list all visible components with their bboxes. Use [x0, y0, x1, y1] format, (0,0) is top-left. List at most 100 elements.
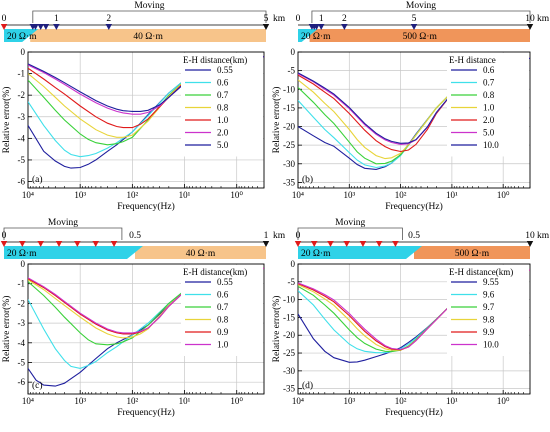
- moving-label: Moving: [406, 1, 436, 11]
- receiver-marker: [32, 24, 39, 30]
- plot-area: 10⁴ 10³ 10² 10¹ 10⁰ 0 -1 -2 -3 -4 -5 -6 Frequency(Hz…: [1, 47, 265, 212]
- receiver-marker: [19, 241, 26, 247]
- y-tick-label: -3: [18, 112, 26, 122]
- x-axis-label: Frequency(Hz): [385, 407, 443, 418]
- y-tick-label: 0: [21, 259, 26, 269]
- legend-entry: 0.7: [217, 302, 229, 312]
- layer-left-block: [298, 29, 318, 42]
- plot-area: 10⁴ 10³ 10² 10¹ 10⁰ 0 -5 -10 -15 -20 -25 -30 -35 Freq…: [271, 259, 531, 418]
- model-diagram: 20 Ω·m 40 Ω·m Moving 0 0.5 1 km: [0, 218, 286, 259]
- scale-unit-label: km: [537, 231, 550, 241]
- receiver-marker: [311, 241, 318, 247]
- scale-label: 2: [342, 14, 347, 24]
- legend: E-H distance(km)0.55 0.6 0.7 0.8 1.0 2.0 5.0: [181, 53, 263, 157]
- plot-area: 10⁴ 10³ 10² 10¹ 10⁰ 0 -5 -10 -15 -20 -25 -30 -35 Freq…: [271, 47, 531, 212]
- y-tick-label: -30: [283, 159, 295, 169]
- receiver-marker: [37, 241, 44, 247]
- x-tick-label: 10²: [127, 396, 139, 406]
- y-tick-label: -20: [283, 122, 295, 132]
- y-tick-label: -5: [18, 155, 26, 165]
- panel-label: (d): [302, 380, 313, 391]
- x-tick-label: 10⁰: [497, 190, 510, 200]
- legend-title: E-H distance(km): [183, 55, 247, 65]
- receiver-marker: [294, 241, 302, 247]
- scale-label: 0: [296, 231, 301, 241]
- x-tick-label: 10¹: [179, 396, 191, 406]
- y-axis-label: Relative error(%): [1, 87, 12, 154]
- model-diagram: 20 Ω·m 500 Ω·m Moving 0 0.5 10 km: [294, 218, 550, 259]
- y-tick-label: -15: [283, 312, 295, 322]
- legend-entry: 10.0: [483, 340, 499, 350]
- layer-right-block: [135, 246, 266, 259]
- receiver-marker: [410, 24, 418, 30]
- panel-c: 20 Ω·m 40 Ω·m Moving 0 0.5 1 km 10⁴ 10³ 10² 10¹ 10⁰…: [0, 218, 286, 418]
- scale-label: 5: [264, 14, 269, 24]
- y-tick-label: -5: [288, 277, 296, 287]
- scale-label: 10: [525, 14, 535, 24]
- plot-frame: [297, 51, 531, 189]
- panel-label: (b): [302, 174, 313, 185]
- y-tick-label: -15: [283, 103, 295, 113]
- receiver-marker: [55, 241, 63, 247]
- y-tick-label: -1: [18, 69, 26, 79]
- x-tick-label: 10³: [343, 190, 355, 200]
- y-tick-label: -5: [288, 66, 296, 76]
- y-tick-label: -5: [18, 357, 26, 367]
- moving-label: Moving: [134, 1, 164, 11]
- receiver-marker: [327, 241, 334, 247]
- y-tick-label: -20: [283, 330, 295, 340]
- legend-title: E-H distance(km): [183, 267, 247, 277]
- x-tick-label: 10⁴: [292, 190, 304, 200]
- legend-entry: 0.8: [483, 90, 495, 100]
- moving-label: Moving: [48, 218, 78, 228]
- panel-a: 20 Ω·m 40 Ω·m Moving 0 1 2 5 km 10⁴ 10³ 10² 10¹ 10⁰ 0…: [0, 1, 286, 212]
- layer-right-label: 40 Ω·m: [186, 249, 216, 259]
- y-tick-label: -10: [283, 84, 295, 94]
- plot-frame: [297, 263, 531, 395]
- x-tick-label: 10⁰: [230, 396, 243, 406]
- y-tick-label: -4: [18, 133, 26, 143]
- x-tick-label: 10¹: [179, 190, 191, 200]
- scale-unit-label: km: [537, 14, 550, 24]
- moving-bracket: [3, 227, 123, 240]
- receiver-marker: [341, 24, 348, 30]
- layer-left-block: [4, 29, 39, 42]
- y-axis-label: Relative error(%): [1, 296, 12, 363]
- scale-label: 10: [525, 231, 535, 241]
- scale-label: 0: [2, 231, 7, 241]
- layer-right-block: [309, 29, 530, 42]
- legend-entry: 0.6: [217, 78, 229, 88]
- layer-right-label: 500 Ω·m: [403, 32, 438, 42]
- receiver-marker: [92, 241, 99, 247]
- y-tick-label: 0: [291, 47, 296, 57]
- receiver-marker: [105, 24, 112, 30]
- receiver-marker: [392, 241, 399, 247]
- x-tick-label: 10⁰: [230, 190, 243, 200]
- y-tick-label: -3: [18, 318, 26, 328]
- scale-label: 0: [2, 14, 7, 24]
- scale-label: 5: [412, 14, 417, 24]
- y-axis-label: Relative error(%): [271, 87, 282, 154]
- layer-right-block: [414, 246, 530, 259]
- moving-label: Moving: [335, 218, 365, 228]
- legend-entry: 2.0: [483, 115, 495, 125]
- moving-bracket: [297, 227, 403, 240]
- y-tick-label: -35: [283, 177, 295, 187]
- legend-entry: 0.55: [217, 65, 233, 75]
- receiver-marker: [313, 24, 320, 30]
- plot-area: 10⁴ 10³ 10² 10¹ 10⁰ 0 -1 -2 -3 -4 -5 -6 Frequency(Hz…: [1, 259, 265, 418]
- x-tick-label: 10¹: [446, 396, 458, 406]
- y-tick-label: -4: [18, 338, 26, 348]
- legend-entry: 9.8: [483, 315, 495, 325]
- legend-entry: 1.0: [483, 103, 495, 113]
- legend-entry: 0.8: [217, 315, 229, 325]
- layer-left-label: 20 Ω·m: [301, 249, 331, 259]
- legend-entry: 9.6: [483, 290, 495, 300]
- legend-box: [181, 265, 263, 356]
- legend: E-H distance(km)0.55 0.6 0.7 0.8 0.9 1.0: [181, 265, 263, 356]
- receiver-marker: [262, 241, 270, 247]
- y-tick-label: -2: [18, 90, 26, 100]
- x-tick-label: 10¹: [446, 190, 458, 200]
